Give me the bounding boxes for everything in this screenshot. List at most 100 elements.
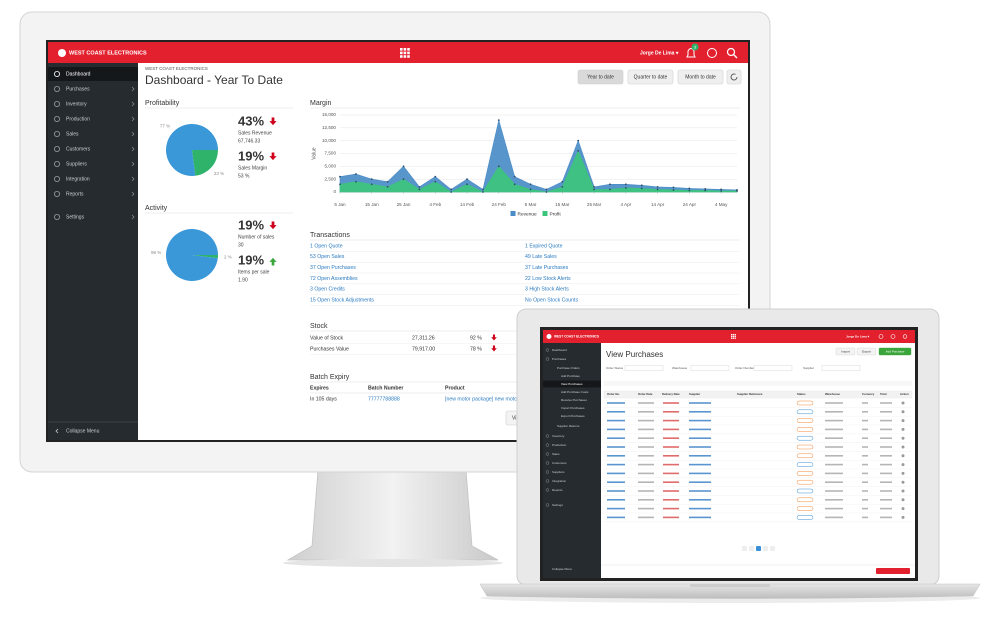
laptop-apps-cell[interactable] bbox=[734, 335, 736, 338]
laptop-action[interactable] bbox=[901, 445, 905, 449]
laptop-sidebar-item[interactable]: Sales bbox=[552, 452, 560, 456]
sidebar-item[interactable]: Sales bbox=[66, 131, 79, 137]
laptop-page-button[interactable] bbox=[749, 546, 754, 551]
laptop-cell-link[interactable] bbox=[607, 507, 625, 510]
sidebar-item[interactable]: Inventory bbox=[66, 101, 87, 107]
apps-icon-cell[interactable] bbox=[407, 51, 410, 55]
laptop-action[interactable] bbox=[901, 463, 905, 467]
laptop-cell-link[interactable] bbox=[689, 419, 711, 422]
laptop-action[interactable] bbox=[901, 489, 905, 493]
laptop-apps-cell[interactable] bbox=[732, 335, 735, 338]
transaction-link[interactable]: 15 Open Stock Adjustments bbox=[310, 297, 374, 303]
laptop-cell-link[interactable] bbox=[607, 428, 625, 431]
laptop-sidebar-item[interactable]: Reports bbox=[552, 488, 563, 492]
laptop-filter-input[interactable] bbox=[753, 365, 793, 371]
sidebar-item[interactable]: Suppliers bbox=[66, 161, 87, 167]
search-icon[interactable] bbox=[726, 47, 736, 57]
laptop-apps-cell[interactable] bbox=[731, 334, 733, 336]
laptop-action[interactable] bbox=[901, 410, 905, 414]
laptop-sidebar-item[interactable]: Add Purchase bbox=[561, 374, 580, 378]
laptop-apps-cell[interactable] bbox=[732, 334, 735, 336]
laptop-sidebar-item[interactable]: Customers bbox=[552, 461, 567, 465]
laptop-cell-link[interactable] bbox=[607, 499, 625, 501]
laptop-cell-link[interactable] bbox=[689, 455, 711, 457]
laptop-button[interactable] bbox=[835, 347, 856, 356]
laptop-sidebar-item[interactable]: Settings bbox=[552, 503, 563, 507]
laptop-cell-link[interactable] bbox=[607, 419, 625, 422]
apps-icon-cell[interactable] bbox=[403, 51, 407, 55]
period-button[interactable] bbox=[627, 69, 674, 85]
period-button[interactable] bbox=[677, 69, 724, 85]
laptop-help[interactable] bbox=[890, 334, 896, 339]
laptop-cell-link[interactable] bbox=[689, 507, 711, 510]
transaction-link[interactable]: 22 Low Stock Alerts bbox=[525, 276, 571, 282]
laptop-apps-cell[interactable] bbox=[731, 335, 733, 338]
laptop-sidebar-item[interactable]: Suppliers bbox=[552, 470, 565, 474]
sidebar-item[interactable]: Integration bbox=[66, 176, 90, 182]
laptop-sidebar-item[interactable]: Purchases bbox=[552, 357, 567, 361]
laptop-action[interactable] bbox=[901, 419, 905, 423]
apps-icon-cell[interactable] bbox=[403, 48, 407, 51]
laptop-action[interactable] bbox=[901, 507, 905, 511]
laptop-page-button[interactable] bbox=[763, 546, 768, 551]
laptop-cell-link[interactable] bbox=[689, 428, 711, 431]
refresh-button[interactable] bbox=[726, 69, 742, 85]
laptop-cell-link[interactable] bbox=[689, 499, 711, 501]
laptop-bell[interactable] bbox=[878, 334, 884, 339]
laptop-sidebar-item[interactable]: Supplier Returns bbox=[557, 424, 580, 428]
laptop-sidebar-item[interactable]: Purchase Orders bbox=[557, 366, 580, 370]
laptop-search[interactable] bbox=[902, 334, 908, 339]
laptop-cell-link[interactable] bbox=[607, 402, 625, 404]
laptop-sidebar-item[interactable]: Dashboard bbox=[552, 348, 567, 352]
laptop-cell-link[interactable] bbox=[689, 463, 711, 466]
help-icon[interactable] bbox=[707, 48, 717, 58]
laptop-sidebar-item[interactable]: Add Purchase Costs bbox=[561, 390, 589, 394]
laptop-action[interactable] bbox=[901, 454, 905, 458]
sidebar-item[interactable]: Settings bbox=[66, 214, 85, 220]
collapse-menu[interactable]: Collapse Menu bbox=[66, 428, 100, 434]
laptop-action[interactable] bbox=[901, 427, 905, 431]
laptop-action[interactable] bbox=[901, 401, 905, 405]
laptop-cell-link[interactable] bbox=[689, 472, 711, 475]
laptop-apps-cell[interactable] bbox=[734, 334, 736, 336]
laptop-button[interactable] bbox=[878, 347, 912, 356]
laptop-cell-link[interactable] bbox=[689, 516, 711, 519]
laptop-button[interactable] bbox=[856, 347, 877, 356]
laptop-sidebar-item[interactable]: Import Purchases bbox=[561, 406, 585, 410]
transaction-link[interactable]: 3 Open Credits bbox=[310, 287, 345, 293]
laptop-filter-input[interactable] bbox=[821, 365, 861, 371]
laptop-action[interactable] bbox=[901, 515, 905, 519]
bell-icon[interactable] bbox=[686, 48, 696, 58]
laptop-apps-cell[interactable] bbox=[734, 337, 736, 339]
transaction-link[interactable]: No Open Stock Counts bbox=[525, 297, 578, 303]
laptop-page-button[interactable] bbox=[742, 546, 747, 551]
apps-icon-cell[interactable] bbox=[400, 55, 403, 58]
apps-icon-cell[interactable] bbox=[407, 48, 410, 51]
laptop-cell-link[interactable] bbox=[607, 411, 625, 413]
laptop-cell-link[interactable] bbox=[689, 411, 711, 413]
legend-swatch[interactable] bbox=[510, 211, 516, 216]
apps-icon-cell[interactable] bbox=[400, 51, 403, 55]
laptop-sidebar-item[interactable]: Inventory bbox=[552, 434, 565, 438]
laptop-apps-cell[interactable] bbox=[732, 337, 735, 339]
laptop-action[interactable] bbox=[901, 436, 905, 440]
laptop-page-button[interactable] bbox=[770, 546, 775, 551]
period-button[interactable] bbox=[577, 69, 624, 85]
user-menu[interactable]: Jorge De Lima ▾ bbox=[640, 50, 679, 56]
transaction-link[interactable]: 3 High Stock Alerts bbox=[525, 287, 569, 293]
laptop-cell-link[interactable] bbox=[689, 481, 711, 483]
transaction-link[interactable]: 72 Open Assemblies bbox=[310, 276, 358, 282]
laptop-cell-link[interactable] bbox=[689, 437, 711, 439]
sidebar-item[interactable]: Production bbox=[66, 116, 90, 122]
sidebar-item[interactable]: Reports bbox=[66, 191, 84, 197]
legend-label[interactable]: Revenue bbox=[518, 211, 538, 217]
laptop-cell-link[interactable] bbox=[607, 463, 625, 466]
sidebar-item[interactable]: Customers bbox=[66, 146, 91, 152]
legend-label[interactable]: Profit bbox=[550, 211, 562, 217]
transaction-link[interactable]: 37 Open Purchases bbox=[310, 265, 356, 271]
batch-cell[interactable]: 77777788888 bbox=[368, 396, 400, 402]
laptop-cell-link[interactable] bbox=[689, 490, 711, 492]
laptop-action[interactable] bbox=[901, 480, 905, 484]
laptop-filter-input[interactable] bbox=[624, 365, 664, 371]
laptop-cell-link[interactable] bbox=[607, 437, 625, 439]
